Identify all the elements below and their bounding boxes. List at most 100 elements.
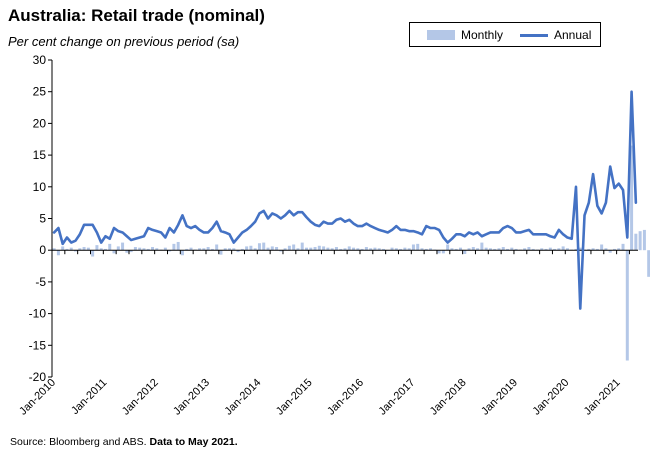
monthly-bar <box>151 247 155 251</box>
monthly-bar <box>446 244 450 251</box>
monthly-bar <box>343 248 347 251</box>
monthly-bar <box>630 145 634 251</box>
monthly-bar <box>326 247 330 251</box>
x-tick-label: Jan-2011 <box>69 377 109 417</box>
x-tick-label: Jan-2012 <box>120 377 161 418</box>
monthly-bar <box>416 243 420 251</box>
monthly-bar <box>604 248 608 251</box>
monthly-bar <box>61 246 65 251</box>
y-tick-label: 10 <box>33 180 47 194</box>
monthly-bar <box>317 245 321 251</box>
y-tick-label: -15 <box>29 338 47 352</box>
monthly-bar <box>476 248 480 251</box>
monthly-bar <box>116 246 120 251</box>
monthly-bar <box>450 248 454 251</box>
monthly-bar <box>437 250 441 254</box>
monthly-bar <box>138 247 142 251</box>
monthly-bar <box>206 247 210 251</box>
monthly-bar <box>390 247 394 251</box>
x-tick-label: Jan-2016 <box>325 377 366 418</box>
monthly-bar <box>69 247 73 251</box>
monthly-bar <box>540 248 544 251</box>
monthly-bar <box>506 248 510 251</box>
monthly-bar <box>279 250 283 252</box>
monthly-bar <box>625 250 629 361</box>
monthly-bar <box>305 247 308 251</box>
monthly-bar <box>300 242 304 251</box>
monthly-bar <box>330 248 334 251</box>
x-tick-label: Jan-2014 <box>223 377 264 418</box>
x-tick-label: Jan-2013 <box>171 377 212 418</box>
monthly-bar <box>185 248 189 251</box>
monthly-bar <box>463 250 467 254</box>
monthly-bar <box>574 248 578 251</box>
y-tick-label: -10 <box>29 307 47 321</box>
chart-subtitle: Per cent change on previous period (sa) <box>8 34 240 49</box>
monthly-bar <box>488 248 492 251</box>
monthly-bar <box>403 247 407 251</box>
monthly-bar <box>313 247 317 251</box>
chart-title: Australia: Retail trade (nominal) <box>8 6 265 25</box>
monthly-bar <box>95 245 99 251</box>
monthly-bar <box>484 247 488 251</box>
monthly-bar <box>155 248 159 251</box>
monthly-bar <box>420 248 424 251</box>
monthly-bar <box>219 250 223 255</box>
monthly-bar <box>514 248 518 251</box>
monthly-bar <box>210 248 214 251</box>
y-tick-label: -20 <box>29 370 47 384</box>
monthly-bar <box>561 246 565 251</box>
monthly-bar <box>617 248 621 251</box>
legend-item-monthly: Monthly <box>427 28 503 42</box>
monthly-bar <box>411 244 415 251</box>
monthly-bar <box>382 248 385 251</box>
legend-item-annual: Annual <box>520 28 591 42</box>
monthly-bar <box>578 247 582 251</box>
y-tick-label: -5 <box>35 275 46 289</box>
chart-legend: Monthly Annual <box>409 22 601 47</box>
monthly-bar <box>557 248 561 251</box>
monthly-bar <box>565 248 569 251</box>
y-tick-label: 30 <box>33 53 47 67</box>
monthly-bar <box>283 248 287 251</box>
monthly-bar <box>369 248 373 251</box>
monthly-bar <box>356 248 360 251</box>
monthly-bar <box>612 248 616 251</box>
monthly-bar <box>103 248 107 251</box>
monthly-bar <box>65 248 69 251</box>
x-tick-label: Jan-2020 <box>530 377 571 418</box>
monthly-bar <box>642 229 646 251</box>
monthly-bar <box>262 242 266 251</box>
monthly-bar <box>339 248 343 251</box>
monthly-bar <box>249 245 253 251</box>
monthly-bar <box>399 248 403 251</box>
y-tick-label: 15 <box>33 148 47 162</box>
monthly-bar <box>296 248 300 251</box>
monthly-bar <box>108 243 112 251</box>
monthly-bar <box>91 250 95 257</box>
monthly-bar <box>493 248 497 251</box>
monthly-bar <box>236 250 240 253</box>
monthly-bar <box>429 248 433 251</box>
source-text: Source: Bloomberg and ABS. <box>10 436 147 448</box>
monthly-bar <box>133 247 137 251</box>
monthly-bar <box>74 250 78 252</box>
monthly-bar <box>253 248 257 251</box>
monthly-bar <box>364 247 368 251</box>
monthly-bar <box>553 248 557 251</box>
monthly-bar <box>407 248 411 251</box>
monthly-bar <box>86 247 90 251</box>
source-note: Source: Bloomberg and ABS. Data to May 2… <box>10 436 238 448</box>
monthly-bar <box>600 244 604 251</box>
monthly-bar <box>146 248 150 251</box>
monthly-bar <box>467 248 471 251</box>
monthly-bar <box>240 248 244 251</box>
legend-label-monthly: Monthly <box>461 28 504 42</box>
monthly-bar <box>634 233 638 251</box>
monthly-bar <box>360 248 364 251</box>
monthly-bar <box>232 248 236 251</box>
annual-line <box>52 90 638 310</box>
monthly-bar <box>309 247 313 251</box>
monthly-bar <box>215 244 219 251</box>
